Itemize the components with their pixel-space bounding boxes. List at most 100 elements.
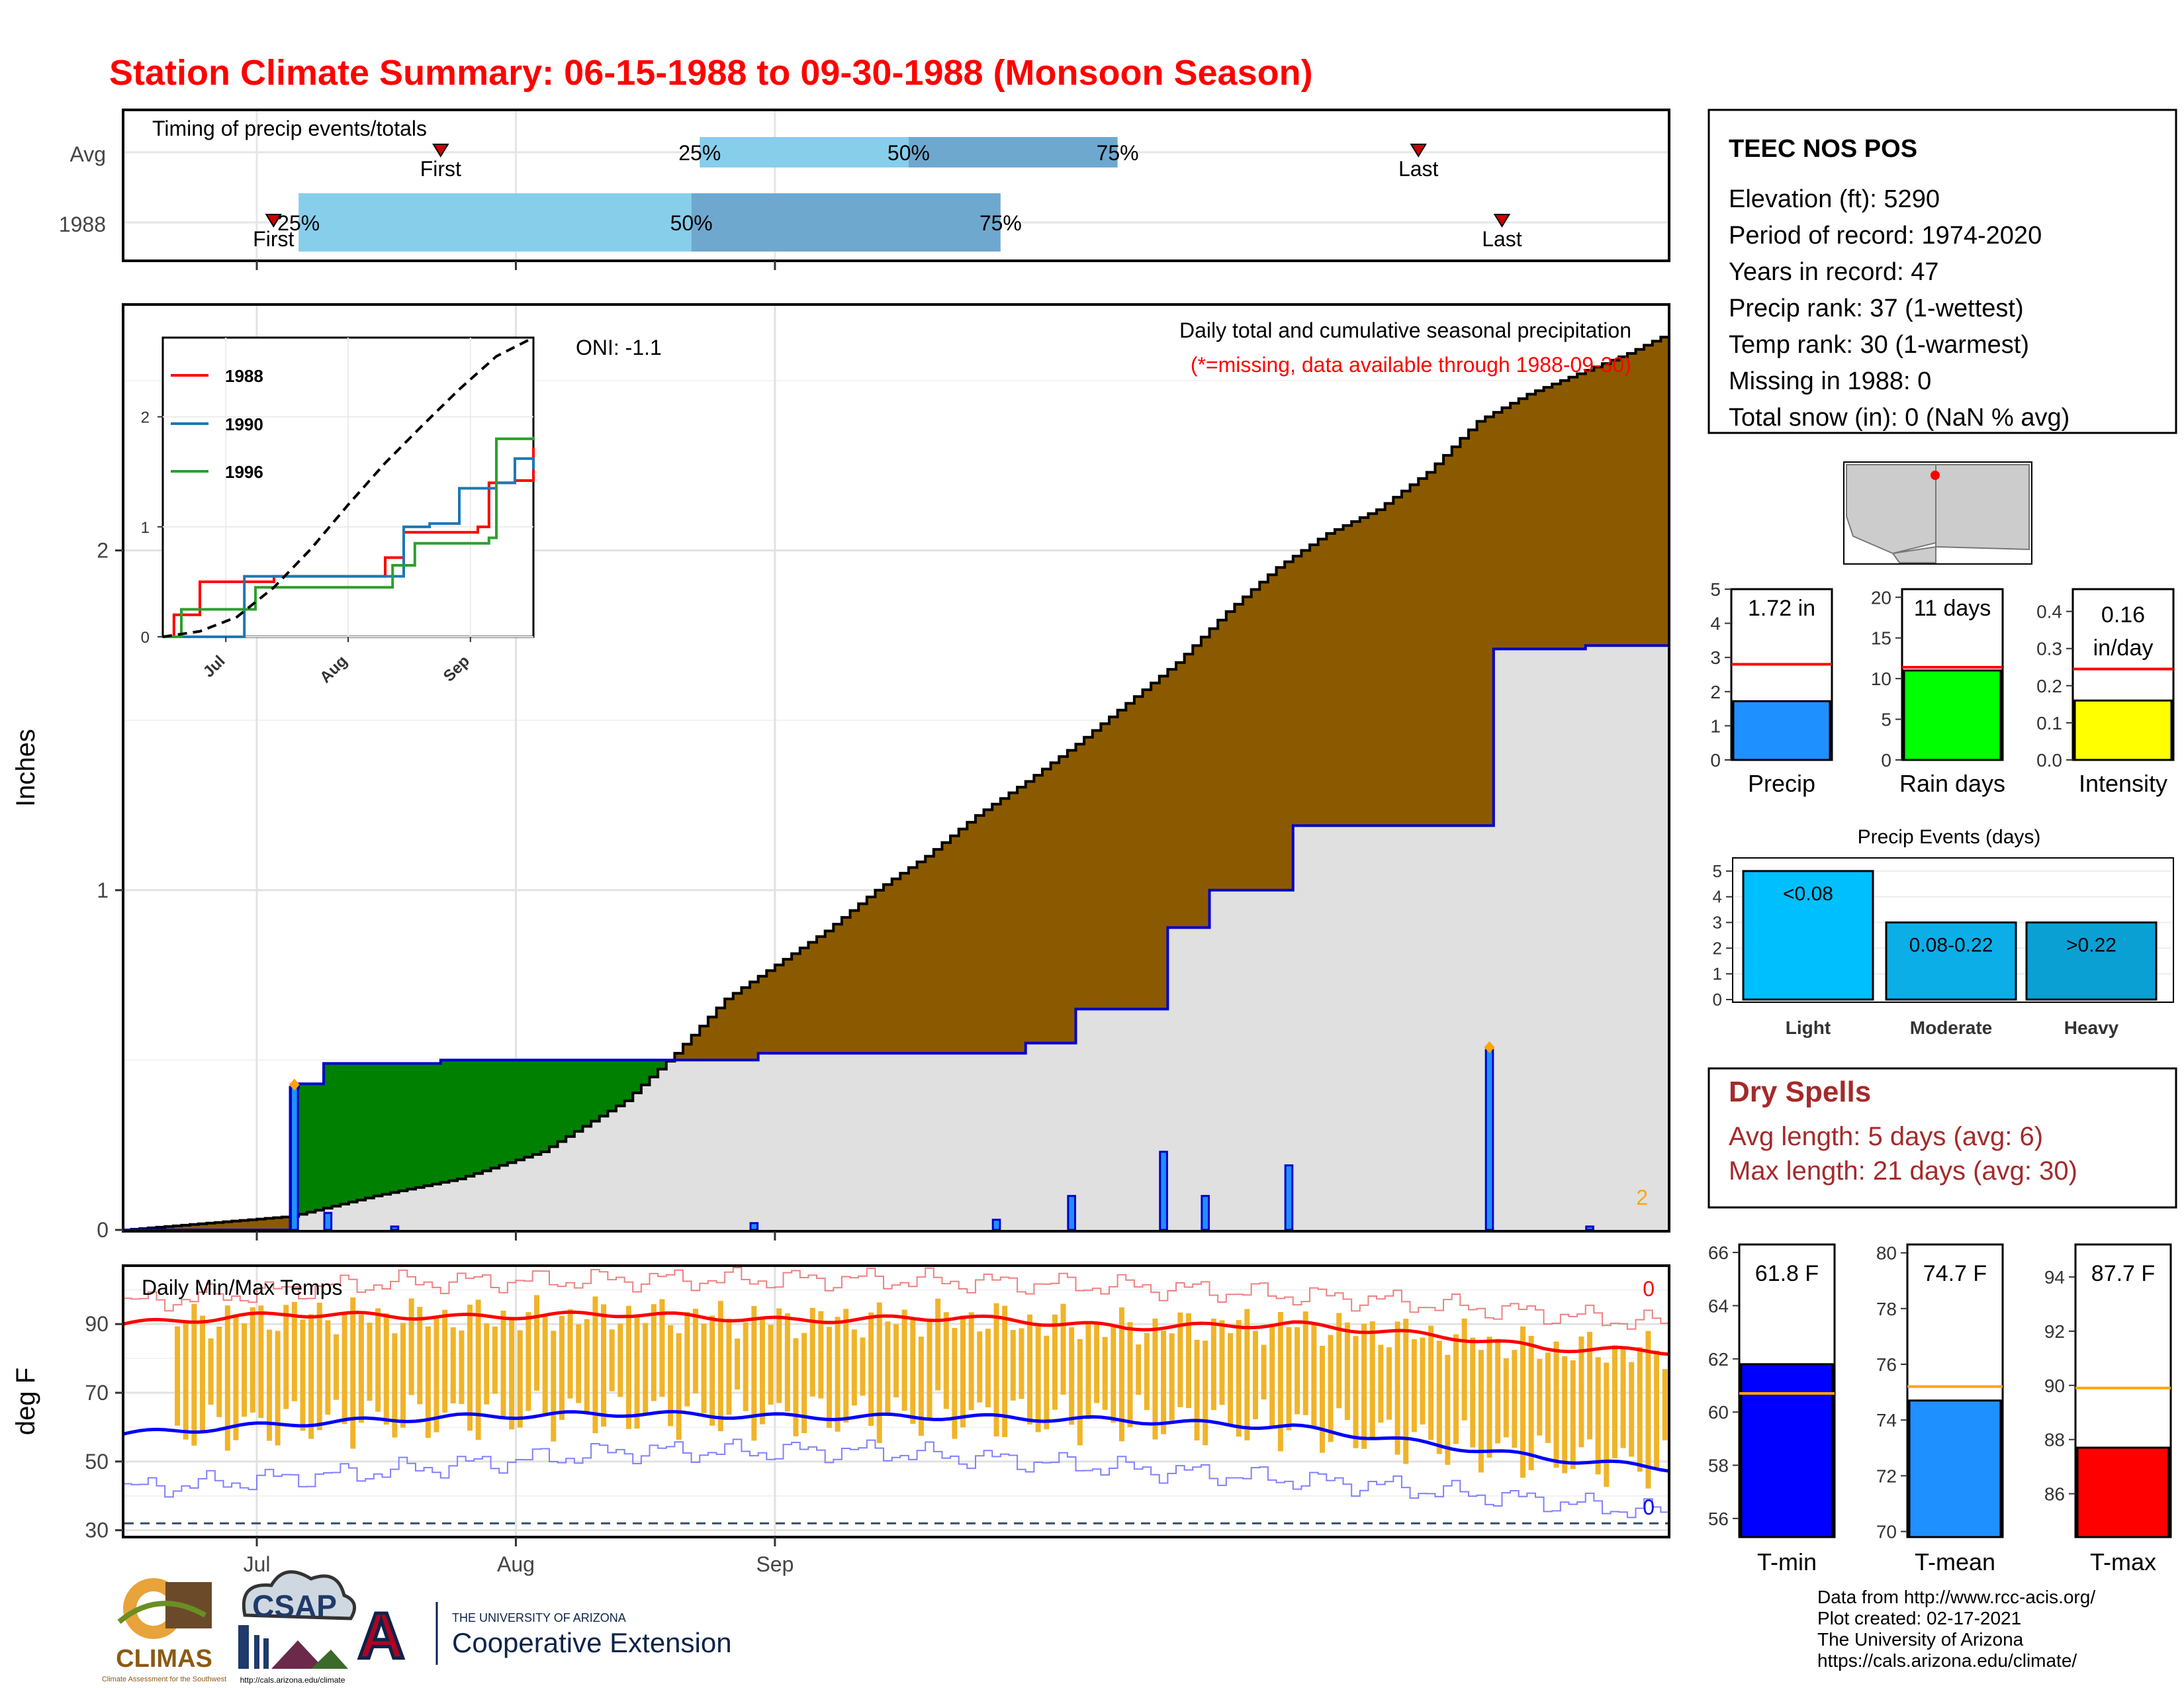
location-map	[1843, 461, 2032, 565]
above-average-area	[348, 1063, 358, 1202]
below-average-area	[1527, 394, 1536, 649]
below-average-area	[1652, 341, 1661, 646]
ua-logo: A THE UNIVERSITY OF ARIZONA Cooperative …	[356, 1598, 731, 1674]
tmean_box-value: 74.7 F	[1923, 1261, 1987, 1286]
below-average-area	[1502, 407, 1511, 649]
below-average-area	[1167, 669, 1177, 928]
station-marker	[1931, 471, 1940, 480]
timing-p25-avg: 25%	[678, 141, 721, 165]
climas-logo: CLIMAS Climate Assessment for the Southw…	[102, 1578, 226, 1683]
below-average-area	[817, 936, 826, 1054]
footer-line-4: https://cals.arizona.edu/climate/	[1817, 1650, 2077, 1671]
below-average-area	[1510, 403, 1520, 649]
mini_intensity-tick-label: 0.4	[2036, 602, 2062, 622]
tmax_box-tick-label: 86	[2044, 1484, 2065, 1505]
above-average-area	[566, 1060, 575, 1137]
below-average-area	[1393, 497, 1402, 826]
above-average-area	[465, 1060, 475, 1176]
below-average-area	[1619, 356, 1628, 646]
below-average-area	[1594, 367, 1603, 646]
timing-first-label-year: First	[253, 227, 294, 251]
footer-line-2: Plot created: 02-17-2021	[1817, 1608, 2021, 1628]
events-bar-range: <0.08	[1783, 883, 1833, 905]
below-average-area	[774, 964, 784, 1054]
below-average-area	[1201, 637, 1210, 928]
below-average-area	[1610, 360, 1619, 646]
temp-y-tick-label: 50	[85, 1450, 109, 1474]
below-average-area	[223, 1221, 232, 1230]
events-tick-label: 1	[1713, 964, 1722, 984]
station-name: TEEC NOS POS	[1729, 135, 1917, 163]
above-average-area	[532, 1060, 541, 1155]
timing-last-marker-avg	[1410, 144, 1427, 158]
above-average-area	[432, 1063, 441, 1184]
ua-university: THE UNIVERSITY OF ARIZONA	[452, 1611, 626, 1624]
mini_raindays-value: 11 days	[1914, 596, 1991, 621]
timing-title: Timing of precip events/totals	[152, 117, 427, 140]
below-average-area	[1301, 550, 1310, 826]
missing-marker	[289, 1078, 300, 1091]
above-average-area	[524, 1060, 533, 1158]
mini_raindays-label: Rain days	[1899, 770, 2005, 797]
below-average-area	[733, 993, 742, 1060]
below-average-area	[156, 1227, 165, 1230]
station-info-line: Precip rank: 37 (1-wettest)	[1729, 295, 2024, 322]
mini_raindays-tick-label: 10	[1871, 669, 1891, 689]
above-average-area	[641, 1060, 651, 1086]
above-average-area	[557, 1060, 567, 1142]
below-average-area	[1134, 696, 1144, 1009]
below-average-area	[1293, 556, 1302, 826]
tmax_box-value: 87.7 F	[2091, 1261, 2155, 1286]
below-average-area	[1176, 662, 1185, 928]
precip-events-title: Precip Events (days)	[1858, 826, 2041, 848]
below-average-area	[1351, 521, 1361, 826]
daily-precip-bar	[1159, 1150, 1168, 1231]
below-average-area	[950, 835, 960, 1054]
events-bar-label: Heavy	[2064, 1017, 2119, 1038]
below-average-area	[1535, 391, 1545, 649]
ua-letter: A	[358, 1599, 405, 1672]
below-average-area	[1334, 529, 1344, 826]
inset-line-average	[162, 336, 534, 638]
inset-line-1996	[163, 436, 535, 638]
timing-p75-avg: 75%	[1097, 141, 1139, 165]
below-average-area	[758, 976, 767, 1054]
tmax_box-tick-label: 90	[2044, 1376, 2065, 1396]
mini_precip-tick-label: 5	[1710, 579, 1721, 600]
below-average-area	[1117, 710, 1126, 1009]
below-average-area	[1285, 561, 1294, 890]
daily-precip-bar	[1284, 1164, 1294, 1231]
below-average-area	[792, 953, 801, 1054]
below-average-area	[1251, 589, 1260, 890]
below-average-area	[165, 1226, 174, 1230]
mini_raindays-tick-label: 20	[1871, 587, 1891, 608]
legend-1990: 1990	[225, 414, 263, 434]
below-average-area	[1359, 517, 1369, 826]
precip-main-panel: 0 1 2 ONI: -1.1 Daily total and cumulative…	[11, 303, 1670, 1242]
mini_precip-tick-label: 0	[1710, 750, 1721, 771]
below-average-area	[1435, 463, 1444, 826]
below-average-area	[1493, 412, 1503, 649]
below-average-area	[173, 1225, 182, 1230]
temp-record-max-line	[123, 1266, 1670, 1330]
above-average-area	[315, 1084, 324, 1211]
temp-x-tick-label: Jul	[244, 1552, 271, 1576]
tmean_box-label: T-mean	[1915, 1548, 1995, 1575]
below-average-area	[750, 982, 759, 1060]
mini_intensity-tick-label: 0.0	[2036, 750, 2062, 771]
below-average-area	[1518, 399, 1527, 649]
below-average-area	[265, 1218, 274, 1230]
below-average-area	[1552, 384, 1561, 649]
above-average-area	[306, 1084, 316, 1213]
below-average-area	[1318, 539, 1327, 826]
tmin_box-bar	[1740, 1363, 1834, 1538]
average-cumulative-line	[123, 333, 1670, 1231]
below-average-area	[1042, 769, 1052, 1043]
above-average-area	[574, 1060, 584, 1132]
timing-p50-year: 50%	[670, 211, 713, 235]
above-average-area	[549, 1060, 559, 1147]
daily-precip-bar	[1201, 1195, 1210, 1231]
above-average-area	[658, 1060, 667, 1070]
temp-stat-charts: 56 58 60 62 64 66 61.8 F T-min 70 72 74 76 78 80 74.7 …	[1708, 1243, 2172, 1575]
below-average-area	[983, 810, 993, 1054]
